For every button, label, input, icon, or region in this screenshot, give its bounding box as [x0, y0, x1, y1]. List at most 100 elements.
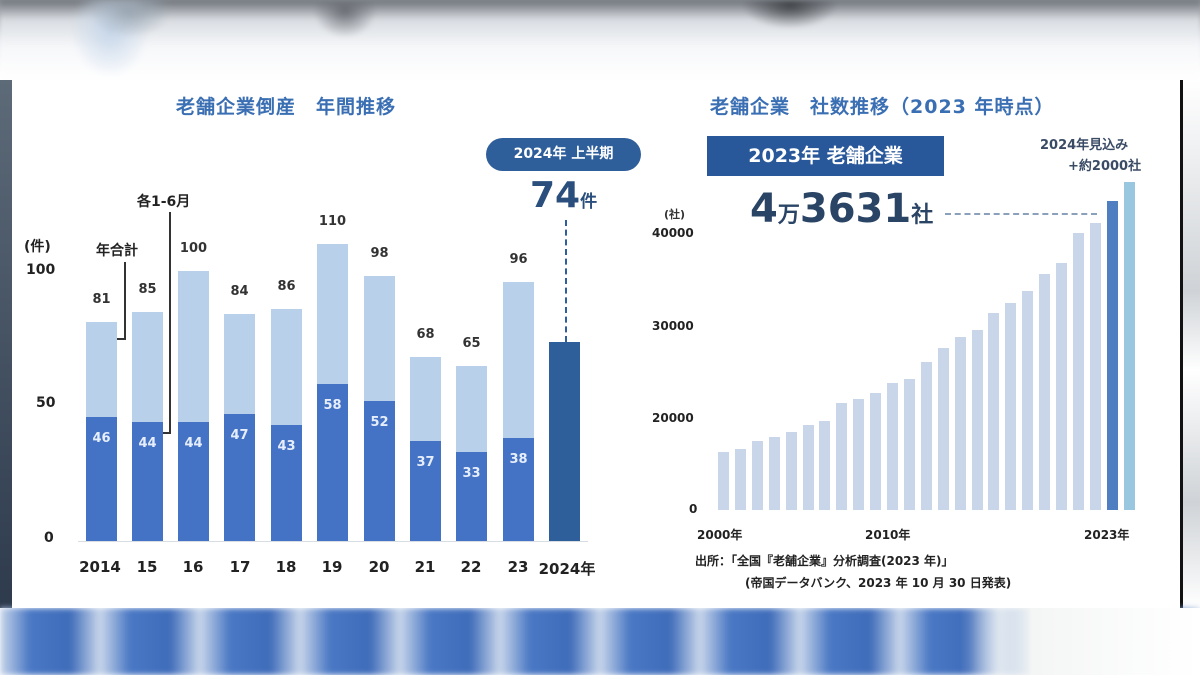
annotation-half-leader-tick	[163, 432, 171, 434]
bar-segment-jan-jun	[271, 424, 302, 541]
bar-year-2009	[870, 393, 882, 510]
bar-segment-jan-jun	[364, 400, 395, 541]
total-value-label: 96	[509, 251, 528, 267]
bar-segment-jan-jun	[456, 451, 487, 541]
annotation-jan-jun: 各1-6月	[137, 194, 191, 210]
bar-year-2006	[819, 420, 831, 510]
value-dashed-connector	[945, 213, 1097, 215]
bar-year-2005	[802, 425, 814, 510]
annotation-annual-total: 年合計	[96, 243, 138, 259]
x-label-21: 21	[414, 558, 436, 576]
bar-year-2024見込み	[1123, 182, 1135, 510]
bar-segment-jan-jun	[410, 441, 441, 541]
bar-year-2015	[971, 329, 983, 510]
forecast-line-2: +約2000社	[1068, 159, 1142, 174]
bar-year-2011	[903, 379, 915, 510]
half-value-label: 33	[462, 465, 481, 481]
highlight-dashed-connector	[565, 220, 567, 342]
y-axis-unit: (件)	[24, 239, 51, 255]
bar-17: 47 84	[224, 284, 255, 541]
x-label-16: 16	[182, 558, 204, 576]
x-label-2014: 2014	[79, 558, 121, 576]
bar-year-2001	[734, 449, 746, 510]
y-tick-20000: 20000	[652, 411, 694, 425]
highlight-number: 74	[530, 175, 581, 216]
total-value-label: 81	[92, 292, 111, 308]
big-value-prefix: 4	[750, 186, 778, 232]
half-value-label: 52	[370, 414, 389, 430]
bar-year-2004	[785, 431, 797, 510]
highlight-unit: 件	[580, 192, 598, 212]
bar-20: 52 98	[364, 246, 395, 541]
bar-year-2002	[751, 441, 763, 510]
bar-2024-h1	[549, 342, 580, 541]
bar-year-2003	[768, 437, 780, 510]
background-bottom-fade	[960, 608, 1200, 675]
frame-divider	[1180, 80, 1183, 608]
total-value-label: 65	[462, 335, 481, 351]
y-tick-0-right: 0	[689, 502, 698, 516]
total-value-label: 68	[416, 327, 435, 343]
annotation-total-leader	[124, 262, 126, 340]
source-line-1: 出所：「全国『老舗企業』分析調査(2023 年)」	[695, 554, 954, 568]
big-value-2023: 4万3631社	[750, 186, 933, 232]
source-line-2: (帝国データバンク、2023 年 10 月 30 日発表)	[745, 576, 1012, 590]
x-label-23: 23	[507, 558, 529, 576]
bar-15: 44 85	[132, 282, 163, 541]
y-tick-50: 50	[36, 395, 56, 411]
bar-year-2018	[1022, 291, 1034, 510]
highlight-value-2024: 74件	[530, 175, 597, 216]
bar-2014: 46 81	[86, 292, 117, 541]
big-value-unit: 社	[911, 203, 934, 228]
half-value-label: 58	[323, 398, 342, 414]
bar-year-2012	[920, 361, 932, 510]
y-tick-40000: 40000	[652, 226, 694, 240]
y-axis-unit-right: (社)	[664, 208, 686, 221]
left-chart-title: 老舗企業倒産 年間推移	[176, 96, 397, 118]
bar-21: 37 68	[410, 327, 441, 541]
bar-16: 44 100	[178, 241, 209, 541]
x-label-2023: 2023年	[1084, 528, 1130, 542]
x-label-20: 20	[368, 558, 390, 576]
pill-2024-h1: 2024年 上半期	[486, 138, 641, 171]
half-value-label: 44	[184, 436, 203, 452]
bar-23: 38 96	[503, 252, 534, 541]
bar-year-2022	[1089, 222, 1101, 510]
x-axis-baseline	[78, 541, 588, 542]
half-value-label: 37	[416, 455, 435, 471]
bar-segment-jan-jun	[132, 422, 163, 541]
background-left-edge	[0, 80, 12, 608]
annotation-total-leader-tick	[117, 338, 126, 340]
bar-year-2020	[1056, 263, 1067, 510]
x-label-2000: 2000年	[697, 528, 743, 542]
total-value-label: 100	[179, 241, 208, 256]
bar-year-2013	[937, 348, 949, 510]
bar-year-2017	[1005, 303, 1017, 510]
bar-year-2019	[1039, 273, 1051, 510]
total-value-label: 98	[370, 246, 389, 262]
background-top-blur	[0, 0, 1200, 80]
forecast-line-1: 2024年見込み	[1040, 138, 1129, 153]
bar-year-2008	[853, 398, 865, 510]
half-value-label: 38	[509, 452, 528, 468]
bar-year-2000	[718, 452, 729, 510]
bar-year-2014	[954, 337, 966, 510]
x-label-2024年: 2024年	[538, 560, 596, 578]
bar-19: 58 110	[317, 214, 348, 541]
total-value-label: 86	[277, 278, 296, 294]
bar-segment-jan-jun	[503, 438, 534, 541]
y-tick-30000: 30000	[652, 319, 694, 333]
total-value-label: 110	[318, 214, 347, 229]
half-value-label: 46	[92, 430, 111, 446]
x-label-2010: 2010年	[865, 528, 911, 542]
x-label-17: 17	[229, 558, 251, 576]
x-label-22: 22	[460, 558, 482, 576]
right-chart-title: 老舗企業 社数推移（2023 年時点）	[710, 96, 1055, 118]
half-value-label: 44	[138, 436, 157, 452]
y-tick-0: 0	[44, 530, 54, 546]
bar-year-2016	[988, 313, 1000, 510]
bar-segment-jan-jun	[317, 384, 348, 541]
total-value-label: 85	[138, 281, 157, 297]
bar-year-2010	[887, 383, 898, 510]
total-value-label: 84	[230, 284, 249, 300]
